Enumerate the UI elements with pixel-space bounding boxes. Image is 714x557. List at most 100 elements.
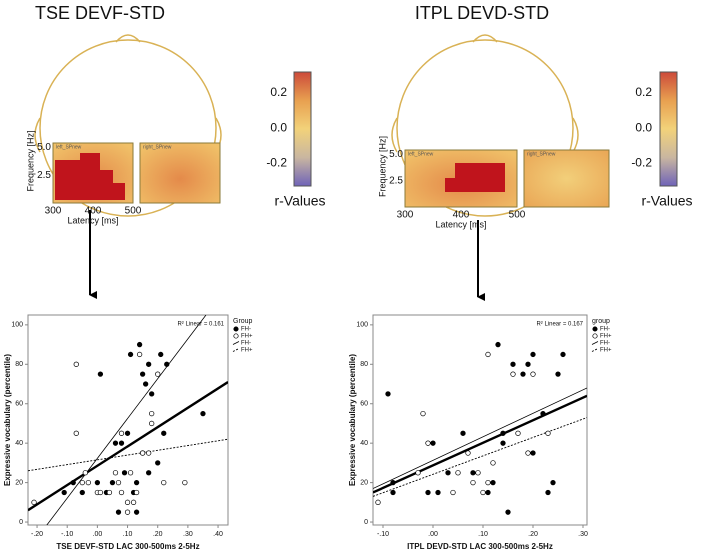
point — [390, 479, 396, 486]
point — [510, 361, 516, 367]
point — [530, 351, 536, 358]
point — [127, 351, 134, 358]
legend-marker — [233, 326, 239, 332]
x-axis-label: TSE DEVF-STD LAC 300-500ms 2-5Hz — [56, 542, 199, 551]
fit-line — [373, 387, 587, 489]
y-axis-label: Frequency [Hz] — [25, 130, 35, 191]
colorbar-tick-label: 0.0 — [635, 120, 652, 134]
point — [475, 470, 481, 476]
legend-line — [232, 341, 240, 345]
y-tick-label: 2.5 — [37, 170, 51, 181]
point — [142, 381, 149, 387]
y-axis-label: Expressive vocabulary (percentile) — [3, 354, 12, 486]
point — [530, 450, 536, 456]
y-tick-label: 80 — [15, 361, 23, 368]
point — [525, 361, 531, 367]
point — [480, 489, 486, 496]
point — [127, 470, 134, 476]
x-tick-label: .30 — [183, 531, 193, 538]
point — [97, 371, 104, 377]
point — [146, 450, 152, 456]
x-tick-label: .10 — [123, 531, 133, 538]
point — [545, 430, 551, 436]
x-tick-label: .00 — [93, 531, 103, 538]
plot-frame — [27, 314, 229, 526]
point — [121, 470, 128, 476]
point — [139, 450, 146, 456]
point — [112, 440, 119, 446]
point — [455, 470, 461, 476]
x-tick-label: 500 — [125, 206, 142, 217]
legend-label: FH- — [600, 327, 610, 333]
point — [146, 361, 152, 367]
point — [124, 499, 131, 505]
x-tick-label: .20 — [153, 531, 163, 538]
x-tick-label: .00 — [428, 531, 438, 538]
y-tick-label: 2.5 — [389, 175, 403, 186]
point — [161, 430, 167, 436]
point — [505, 509, 511, 515]
point — [133, 479, 140, 486]
point — [425, 489, 431, 496]
point — [73, 430, 79, 436]
y-tick-label: 80 — [360, 361, 368, 368]
x-tick-label: -.10 — [377, 531, 389, 538]
panel-label: right_SPnew — [143, 144, 172, 150]
point — [485, 351, 491, 358]
y-tick-label: 40 — [360, 440, 368, 447]
point — [136, 341, 143, 348]
point — [435, 489, 441, 496]
point — [118, 430, 125, 436]
x-tick-label: 300 — [397, 210, 414, 221]
point — [149, 420, 155, 427]
colorbar-label: r-Values — [641, 193, 692, 209]
y-tick-label: 0 — [19, 519, 23, 526]
fit-line — [28, 438, 228, 472]
x-tick-label: 500 — [509, 210, 526, 221]
point — [550, 479, 556, 486]
point — [525, 450, 531, 456]
point — [182, 479, 188, 486]
x-tick-label: 400 — [453, 210, 470, 221]
point — [97, 489, 104, 496]
point — [164, 361, 170, 367]
y-tick-label: 60 — [15, 401, 23, 408]
point — [133, 509, 140, 515]
y-tick-label: 60 — [360, 401, 368, 408]
point — [485, 489, 491, 496]
x-tick-label: -.20 — [31, 531, 43, 538]
point — [118, 489, 125, 496]
point — [470, 470, 476, 476]
point — [149, 410, 155, 417]
legend-label: FH+ — [241, 348, 253, 354]
x-tick-label: -.10 — [61, 531, 73, 538]
point — [465, 450, 471, 456]
panel-label: right_SPnew — [527, 151, 556, 157]
point — [200, 410, 206, 417]
point — [155, 460, 161, 466]
point — [430, 440, 436, 446]
fit-line — [46, 315, 207, 525]
y-tick-label: 0 — [364, 519, 368, 526]
colorbar — [659, 71, 678, 187]
legend-label: FH+ — [241, 334, 253, 340]
point — [79, 479, 85, 486]
legend-marker — [233, 333, 239, 339]
y-tick-label: 5.0 — [37, 142, 51, 153]
colorbar-tick-label: -0.2 — [631, 155, 652, 169]
point — [85, 479, 91, 486]
point — [445, 470, 451, 476]
point — [106, 489, 113, 496]
point — [510, 371, 516, 377]
point — [415, 470, 421, 476]
panel-label: left_SPnew — [56, 144, 82, 150]
legend-label: FH+ — [600, 334, 612, 340]
point — [450, 489, 456, 496]
y-tick-label: 40 — [15, 440, 23, 447]
y-axis-label: Expressive vocabulary (percentile) — [348, 354, 357, 486]
point — [79, 489, 85, 496]
y-tick-label: 20 — [360, 479, 368, 486]
fit-line — [373, 417, 587, 497]
y-tick-label: 100 — [11, 322, 23, 329]
